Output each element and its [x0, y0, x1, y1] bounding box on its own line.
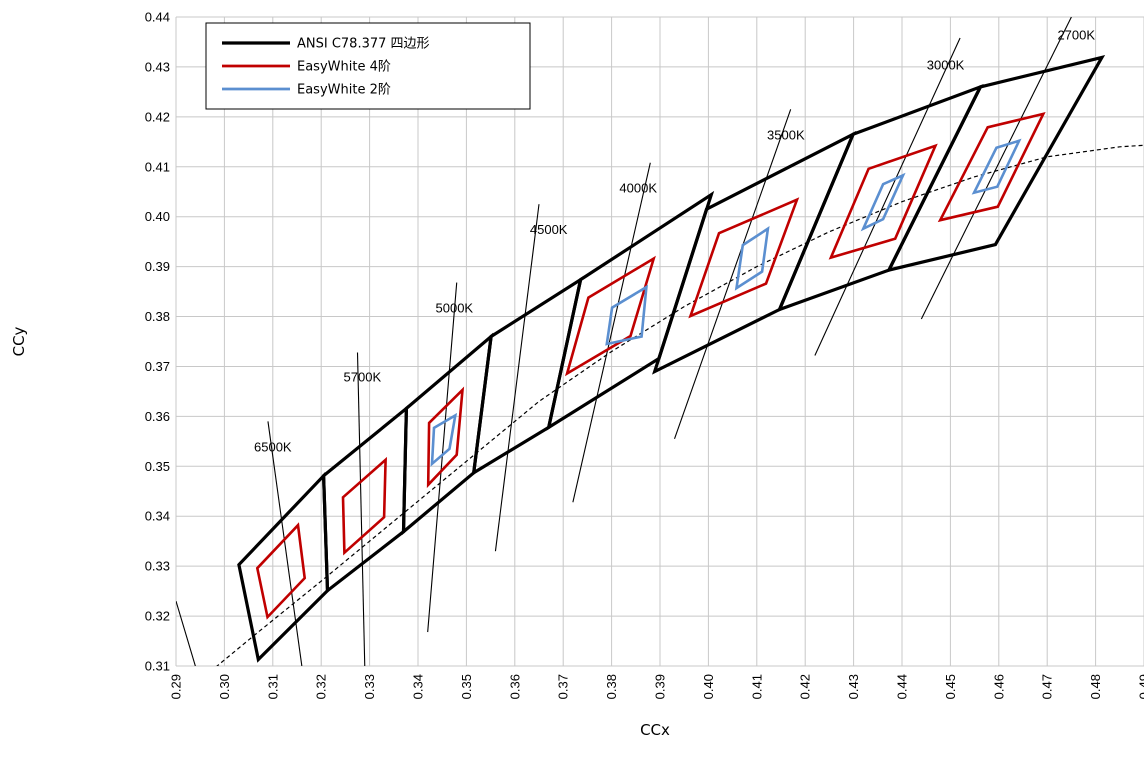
planckian-locus-line: [216, 144, 1144, 666]
planckian-locus: [216, 144, 1144, 666]
cct-label: 4000K: [619, 181, 657, 196]
isotherm-line: [920, 17, 1072, 320]
easywhite-4step-quadrangles: [255, 111, 1046, 620]
ansi-quadrangles: [237, 54, 1106, 663]
legend-label: EasyWhite 2阶: [297, 83, 391, 98]
x-axis-title: CCx: [640, 721, 670, 739]
x-tick-label: 0.34: [411, 674, 426, 699]
y-tick-label: 0.35: [145, 459, 170, 474]
cct-labels: 6500K 5700K 5000K 4500K 4000K 3500K 3000K 2700K: [254, 27, 1095, 454]
x-tick-label: 0.49: [1137, 674, 1144, 699]
x-tick-label: 0.38: [604, 674, 619, 699]
easywhite-4step-quadrangle: [426, 386, 465, 489]
easywhite-2step-quadrangle: [971, 138, 1022, 195]
gridlines: [175, 16, 1144, 667]
y-tick-label: 0.44: [145, 10, 170, 25]
cct-label: 6500K: [254, 439, 292, 454]
y-tick-label: 0.32: [145, 609, 170, 624]
legend-label: EasyWhite 4阶: [297, 60, 391, 75]
x-tick-label: 0.29: [169, 674, 184, 699]
ansi-quadrangle: [885, 54, 1106, 273]
y-tick-label: 0.33: [145, 559, 170, 574]
cct-label: 4500K: [530, 222, 568, 237]
x-tick-label: 0.36: [507, 674, 522, 699]
y-tick-label: 0.39: [145, 259, 170, 274]
x-tick-label: 0.45: [943, 674, 958, 699]
x-tick-label: 0.32: [314, 674, 329, 699]
x-tick-label: 0.42: [798, 674, 813, 699]
easywhite-2step-quadrangle: [734, 226, 770, 291]
isotherm-lines: [176, 17, 1072, 666]
easywhite-4step-quadrangle: [564, 255, 656, 377]
easywhite-2step-quadrangle: [430, 412, 458, 467]
easywhite-4step-quadrangle: [937, 111, 1046, 223]
x-tick-label: 0.35: [459, 674, 474, 699]
tick-labels: 0.31 0.32 0.33 0.34 0.35 0.36 0.37 0.38 0.39 0.40…: [145, 10, 1144, 700]
x-tick-label: 0.46: [991, 674, 1006, 699]
easywhite-2step-quadrangles: [430, 138, 1022, 467]
easywhite-4step-quadrangle: [255, 522, 307, 620]
cct-label: 3000K: [927, 57, 965, 72]
x-tick-label: 0.47: [1040, 674, 1055, 699]
x-tick-label: 0.40: [701, 674, 716, 699]
easywhite-2step-quadrangle: [605, 284, 648, 346]
x-tick-label: 0.37: [556, 674, 571, 699]
y-tick-label: 0.43: [145, 59, 170, 74]
ansi-quadrangle: [471, 276, 583, 476]
y-tick-label: 0.38: [145, 309, 170, 324]
isotherm-line: [427, 282, 458, 633]
isotherm-line: [356, 352, 366, 666]
easywhite-2step-quadrangle: [860, 172, 906, 232]
x-tick-label: 0.30: [217, 674, 232, 699]
isotherm-line: [674, 109, 792, 440]
easywhite-4step-quadrangle: [688, 197, 800, 319]
legend-label: ANSI C78.377 四边形: [297, 37, 430, 52]
isotherm-line: [494, 204, 540, 552]
easywhite-4step-quadrangle: [828, 143, 938, 260]
y-tick-label: 0.41: [145, 159, 170, 174]
x-tick-label: 0.31: [265, 674, 280, 699]
y-tick-label: 0.42: [145, 109, 170, 124]
ansi-quadrangle: [546, 190, 715, 431]
legend: ANSI C78.377 四边形 EasyWhite 4阶 EasyWhite 2阶: [205, 22, 531, 110]
ansi-quadrangle: [237, 471, 330, 663]
y-tick-label: 0.34: [145, 509, 170, 524]
cct-label: 5700K: [344, 369, 382, 384]
y-tick-label: 0.37: [145, 359, 170, 374]
isotherm-line: [176, 600, 196, 666]
isotherm-line: [572, 162, 651, 503]
x-tick-label: 0.48: [1088, 674, 1103, 699]
cct-label: 2700K: [1057, 27, 1095, 42]
y-tick-label: 0.40: [145, 209, 170, 224]
x-tick-label: 0.41: [749, 674, 764, 699]
isotherm-line: [267, 421, 303, 666]
x-tick-label: 0.39: [653, 674, 668, 699]
isotherm-line: [814, 37, 961, 356]
x-tick-label: 0.43: [846, 674, 861, 699]
easywhite-4step-quadrangle: [341, 456, 387, 556]
y-tick-label: 0.36: [145, 409, 170, 424]
cct-label: 5000K: [436, 301, 474, 316]
y-axis-title: CCy: [10, 326, 28, 356]
x-tick-label: 0.33: [362, 674, 377, 699]
ansi-quadrangle: [321, 404, 409, 594]
x-tick-label: 0.44: [895, 674, 910, 699]
cct-label: 3500K: [767, 127, 805, 142]
y-tick-label: 0.31: [145, 659, 170, 674]
